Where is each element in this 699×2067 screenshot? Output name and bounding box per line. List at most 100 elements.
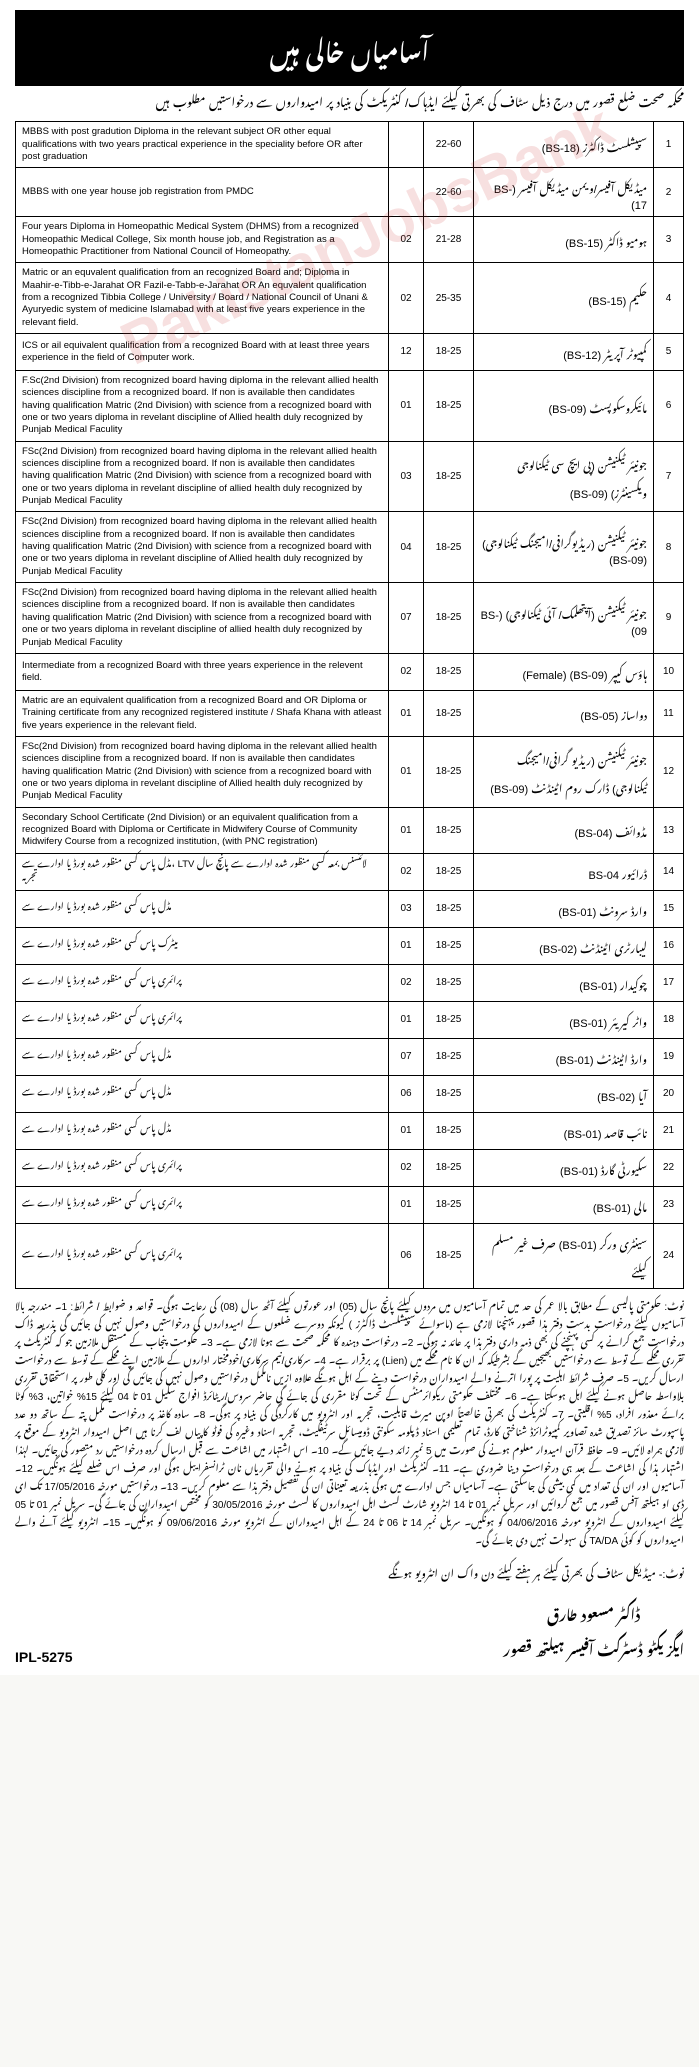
age-cell: 21-28 [424, 217, 474, 263]
serial-cell: 10 [654, 653, 684, 690]
position-cell: کمپیوٹر آپریٹر (BS-12) [474, 333, 654, 370]
age-cell: 18-25 [424, 441, 474, 512]
footer-note: نوٹ:- میڈیکل سٹاف کی بھرتی کیلئے ہر ہفتے… [15, 1557, 684, 1585]
serial-cell: 19 [654, 1038, 684, 1075]
position-cell: دواساز (BS-05) [474, 690, 654, 736]
vacancy-cell: 06 [389, 1223, 424, 1288]
age-cell: 18-25 [424, 927, 474, 964]
position-cell: ہاؤس کیپر (BS-09) (Female) [474, 653, 654, 690]
age-cell: 18-25 [424, 333, 474, 370]
qualification-cell: Intermediate from a recognized Board wit… [16, 653, 389, 690]
vacancy-cell: 06 [389, 1075, 424, 1112]
table-row: 7جونیئر ٹیکنیشن (پی ایچ سی ٹیکنالوجی ویک… [16, 441, 684, 512]
age-cell: 18-25 [424, 1149, 474, 1186]
qualification-cell: ICS or ail equivalent qualification from… [16, 333, 389, 370]
position-cell: آیا (BS-02) [474, 1075, 654, 1112]
position-cell: سکیورٹی گارڈ (BS-01) [474, 1149, 654, 1186]
age-cell: 18-25 [424, 853, 474, 890]
qualification-cell: پرائمری پاس کسی منظور شدہ بورڈ یا ادارے … [16, 1223, 389, 1288]
vacancy-cell: 01 [389, 1186, 424, 1223]
vacancy-cell: 01 [389, 1001, 424, 1038]
position-cell: سپیشلسٹ ڈاکٹرز (BS-18) [474, 122, 654, 168]
table-row: 10ہاؤس کیپر (BS-09) (Female)18-2502Inter… [16, 653, 684, 690]
table-row: 2میڈیکل آفیسر/ویمن میڈیکل آفیسر (BS-17)2… [16, 168, 684, 217]
vacancy-cell: 07 [389, 1038, 424, 1075]
serial-cell: 13 [654, 807, 684, 853]
vacancy-cell: 02 [389, 217, 424, 263]
serial-cell: 18 [654, 1001, 684, 1038]
table-row: 15وارڈ سرونٹ (BS-01)18-2503مڈل پاس کسی م… [16, 890, 684, 927]
age-cell: 22-60 [424, 168, 474, 217]
serial-cell: 12 [654, 736, 684, 807]
vacancy-cell [389, 168, 424, 217]
vacancy-cell: 02 [389, 964, 424, 1001]
age-cell: 18-25 [424, 1186, 474, 1223]
serial-cell: 16 [654, 927, 684, 964]
age-cell: 18-25 [424, 1223, 474, 1288]
position-cell: مڈوائف (BS-04) [474, 807, 654, 853]
position-cell: وارڈ اٹینڈنٹ (BS-01) [474, 1038, 654, 1075]
qualification-cell: MBBS with one year house job registratio… [16, 168, 389, 217]
vacancy-cell: 01 [389, 1112, 424, 1149]
table-row: 16لیبارٹری اٹینڈنٹ (BS-02)18-2501میٹرک پ… [16, 927, 684, 964]
vacancy-cell: 02 [389, 853, 424, 890]
serial-cell: 5 [654, 333, 684, 370]
age-cell: 18-25 [424, 1038, 474, 1075]
serial-cell: 11 [654, 690, 684, 736]
serial-cell: 21 [654, 1112, 684, 1149]
table-row: 18واٹر کیریئر (BS-01)18-2501پرائمری پاس … [16, 1001, 684, 1038]
age-cell: 18-25 [424, 1075, 474, 1112]
age-cell: 18-25 [424, 370, 474, 441]
serial-cell: 9 [654, 583, 684, 654]
vacancy-cell: 04 [389, 512, 424, 583]
age-cell: 18-25 [424, 736, 474, 807]
qualification-cell: MBBS with post gradution Diploma in the … [16, 122, 389, 168]
table-row: 12جونیئر ٹیکنیشن (ریڈیو گرافی/امیجنگ ٹیک… [16, 736, 684, 807]
serial-cell: 6 [654, 370, 684, 441]
table-row: 14ڈرائیور BS-0418-2502مڈل پاس کسی منظور … [16, 853, 684, 890]
qualification-cell: پرائمری پاس کسی منظور شدہ بورڈ یا ادارے … [16, 1186, 389, 1223]
vacancy-cell: 02 [389, 1149, 424, 1186]
signatory-title: ایگزیکٹو ڈسٹرکٹ آفیسر ہیلتھ قصور [503, 1630, 684, 1665]
qualification-cell: مڈل پاس کسی منظور شدہ بورڈ یا ادارے سے [16, 1038, 389, 1075]
table-row: 9جونیئر ٹیکنیشن (آپتھلمک/ آئی ٹیکنالوجی)… [16, 583, 684, 654]
serial-cell: 2 [654, 168, 684, 217]
table-row: 6مائیکروسکوپسٹ (BS-09)18-2501F.Sc(2nd Di… [16, 370, 684, 441]
serial-cell: 1 [654, 122, 684, 168]
age-cell: 25-35 [424, 263, 474, 334]
age-cell: 18-25 [424, 1001, 474, 1038]
table-row: 8جونیئر ٹیکنیشن (ریڈیوگرافی/امیجنگ ٹیکنا… [16, 512, 684, 583]
position-cell: ڈرائیور BS-04 [474, 853, 654, 890]
qualification-cell: مڈل پاس کسی منظور شدہ بورڈ یا ادارے سے [16, 1075, 389, 1112]
serial-cell: 22 [654, 1149, 684, 1186]
vacancy-cell: 01 [389, 736, 424, 807]
qualification-cell: FSc(2nd Division) from recognized board … [16, 583, 389, 654]
position-cell: جونیئر ٹیکنیشن (ریڈیوگرافی/امیجنگ ٹیکنال… [474, 512, 654, 583]
qualification-cell: مڈل پاس کسی منظور شدہ بورڈ یا ادارے سے، … [16, 853, 389, 890]
qualification-cell: FSc(2nd Division) from recognized board … [16, 441, 389, 512]
position-cell: مائیکروسکوپسٹ (BS-09) [474, 370, 654, 441]
position-cell: جونیئر ٹیکنیشن (آپتھلمک/ آئی ٹیکنالوجی) … [474, 583, 654, 654]
position-cell: سینٹری ورکر (BS-01) صرف غیر مسلم کیلئے [474, 1223, 654, 1288]
serial-cell: 23 [654, 1186, 684, 1223]
qualification-cell: میٹرک پاس کسی منظور شدہ بورڈ یا ادارے سے [16, 927, 389, 964]
position-cell: چوکیدار (BS-01) [474, 964, 654, 1001]
vacancy-cell [389, 122, 424, 168]
position-cell: لیبارٹری اٹینڈنٹ (BS-02) [474, 927, 654, 964]
serial-cell: 17 [654, 964, 684, 1001]
jobs-table: 1سپیشلسٹ ڈاکٹرز (BS-18)22-60 MBBS with po… [15, 121, 684, 1288]
vacancy-cell: 02 [389, 263, 424, 334]
qualification-cell: پرائمری پاس کسی منظور شدہ بورڈ یا ادارے … [16, 1149, 389, 1186]
table-row: 22سکیورٹی گارڈ (BS-01)18-2502پرائمری پاس… [16, 1149, 684, 1186]
position-cell: نائب قاصد (BS-01) [474, 1112, 654, 1149]
serial-cell: 7 [654, 441, 684, 512]
table-row: 4حکیم (BS-15)25-3502Matric or an equvale… [16, 263, 684, 334]
qualification-cell: Matric are an equivalent qualification f… [16, 690, 389, 736]
age-cell: 22-60 [424, 122, 474, 168]
position-cell: واٹر کیریئر (BS-01) [474, 1001, 654, 1038]
page-title: آسامیاں خالی ہیں [15, 10, 684, 86]
vacancy-cell: 07 [389, 583, 424, 654]
position-cell: حکیم (BS-15) [474, 263, 654, 334]
qualification-cell: Matric or an equvalent qualification fro… [16, 263, 389, 334]
vacancy-cell: 01 [389, 927, 424, 964]
